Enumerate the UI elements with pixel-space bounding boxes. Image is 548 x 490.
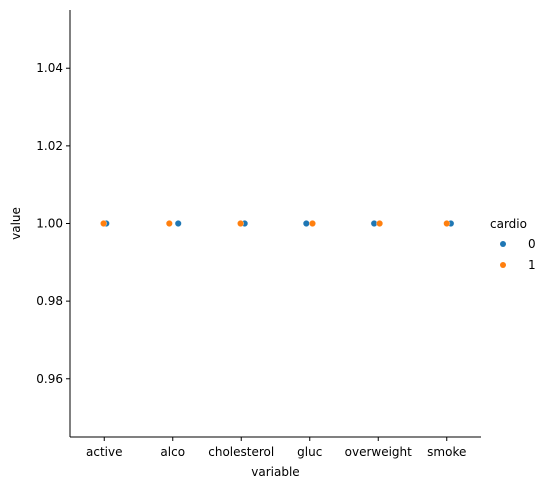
data-point-cardio-1-alco (165, 220, 173, 227)
x-tick-label: gluc (297, 445, 322, 459)
legend-label-0: 0 (528, 237, 536, 251)
y-tick-label: 0.98 (36, 294, 63, 308)
data-point-cardio-1-cholesterol (237, 220, 244, 227)
data-point-cardio-0-gluc (302, 220, 310, 227)
y-tick-label: 1.00 (36, 217, 63, 231)
axes (69, 10, 481, 438)
legend: cardio 0 1 (490, 217, 536, 272)
y-tick-label: 1.02 (36, 139, 63, 153)
legend-marker-1 (500, 262, 506, 268)
x-tick-label: smoke (427, 445, 466, 459)
x-tick-label: overweight (345, 445, 413, 459)
data-point-cardio-1-gluc (309, 220, 316, 227)
legend-title: cardio (490, 217, 527, 231)
legend-marker-0 (500, 241, 506, 247)
data-point-cardio-1-active (100, 220, 107, 227)
y-tick-label: 0.96 (36, 372, 63, 386)
y-tick-label: 1.04 (36, 61, 63, 75)
data-points (100, 220, 455, 227)
data-point-cardio-0-alco (174, 220, 182, 227)
x-tick-label: alco (160, 445, 185, 459)
legend-label-1: 1 (528, 258, 536, 272)
data-point-cardio-1-overweight (376, 220, 383, 227)
x-tick-label: cholesterol (208, 445, 274, 459)
data-point-cardio-1-smoke (443, 220, 451, 227)
y-axis-label: value (9, 207, 23, 240)
y-ticks: 0.96 0.98 1.00 1.02 1.04 (36, 61, 70, 386)
x-ticks: active alco cholesterol gluc overweight smoke (86, 437, 466, 459)
x-tick-label: active (86, 445, 122, 459)
x-axis-label: variable (251, 465, 299, 479)
